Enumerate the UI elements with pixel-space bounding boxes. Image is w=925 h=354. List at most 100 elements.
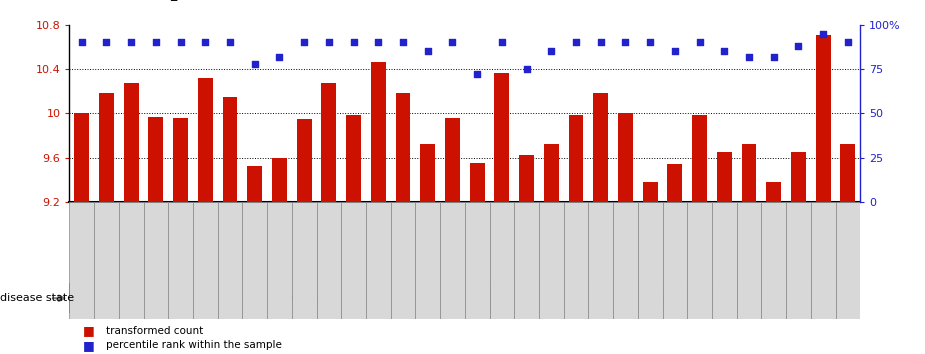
Point [668,48,683,54]
Point [816,31,831,36]
Bar [761,202,786,319]
Point [717,48,732,54]
Bar [223,97,238,202]
Point [692,40,707,45]
Point [198,40,213,45]
Point [371,40,386,45]
Bar [519,155,534,202]
Bar [544,144,559,202]
Bar [464,202,489,319]
Point [841,40,856,45]
Bar [712,202,736,319]
Bar [643,182,658,202]
Bar [662,202,687,319]
Bar [470,163,485,202]
Bar [563,202,588,319]
Bar [742,144,757,202]
Point [470,72,485,77]
Bar [638,202,662,319]
Bar [440,202,464,319]
Bar [217,202,242,319]
Point [445,40,460,45]
Bar [588,202,613,319]
Point [569,40,584,45]
Bar [791,152,806,202]
Point [742,54,757,59]
Bar [786,202,811,319]
Text: ■: ■ [83,325,95,337]
Bar [717,152,732,202]
Point [99,40,114,45]
Point [791,43,806,49]
Bar [445,118,460,202]
Point [223,40,238,45]
Bar [322,84,337,202]
Bar [69,283,489,313]
Point [124,40,139,45]
Bar [841,144,856,202]
Bar [291,202,316,319]
Bar [692,115,707,202]
Bar [341,202,366,319]
Point [346,40,361,45]
Bar [835,202,860,319]
Bar [811,202,835,319]
Point [766,54,781,59]
Text: ankylosing spondylitis: ankylosing spondylitis [218,293,341,303]
Bar [371,62,386,202]
Point [272,54,287,59]
Point [149,40,164,45]
Bar [242,202,267,319]
Point [519,66,534,72]
Point [173,40,188,45]
Bar [94,202,118,319]
Bar [415,202,440,319]
Bar [148,116,164,202]
Text: percentile rank within the sample: percentile rank within the sample [106,340,282,350]
Bar [668,164,683,202]
Point [643,40,658,45]
Point [420,48,435,54]
Bar [346,115,361,202]
Bar [569,115,584,202]
Bar [173,118,188,202]
Bar [390,202,415,319]
Point [396,40,411,45]
Bar [74,113,89,202]
Bar [168,202,193,319]
Point [544,48,559,54]
Point [74,40,89,45]
Point [618,40,633,45]
Bar [618,113,633,202]
Bar [593,93,608,202]
Bar [514,202,539,319]
Bar [766,182,781,202]
Point [247,61,262,67]
Bar [193,202,217,319]
Bar [99,93,114,202]
Bar [267,202,291,319]
Text: disease state: disease state [0,293,74,303]
Bar [420,144,435,202]
Bar [272,158,287,202]
Point [322,40,337,45]
Bar [297,119,312,202]
Point [297,40,312,45]
Bar [539,202,563,319]
Bar [816,35,831,202]
Bar [396,93,411,202]
Bar [366,202,390,319]
Bar [687,202,712,319]
Text: ■: ■ [83,339,95,352]
Bar [489,202,514,319]
Point [593,40,608,45]
Bar [124,84,139,202]
Bar [247,166,262,202]
Bar [495,74,510,202]
Bar [118,202,143,319]
Bar [489,283,860,313]
Bar [736,202,761,319]
Point [495,40,510,45]
Text: transformed count: transformed count [106,326,204,336]
Text: control: control [656,293,694,303]
